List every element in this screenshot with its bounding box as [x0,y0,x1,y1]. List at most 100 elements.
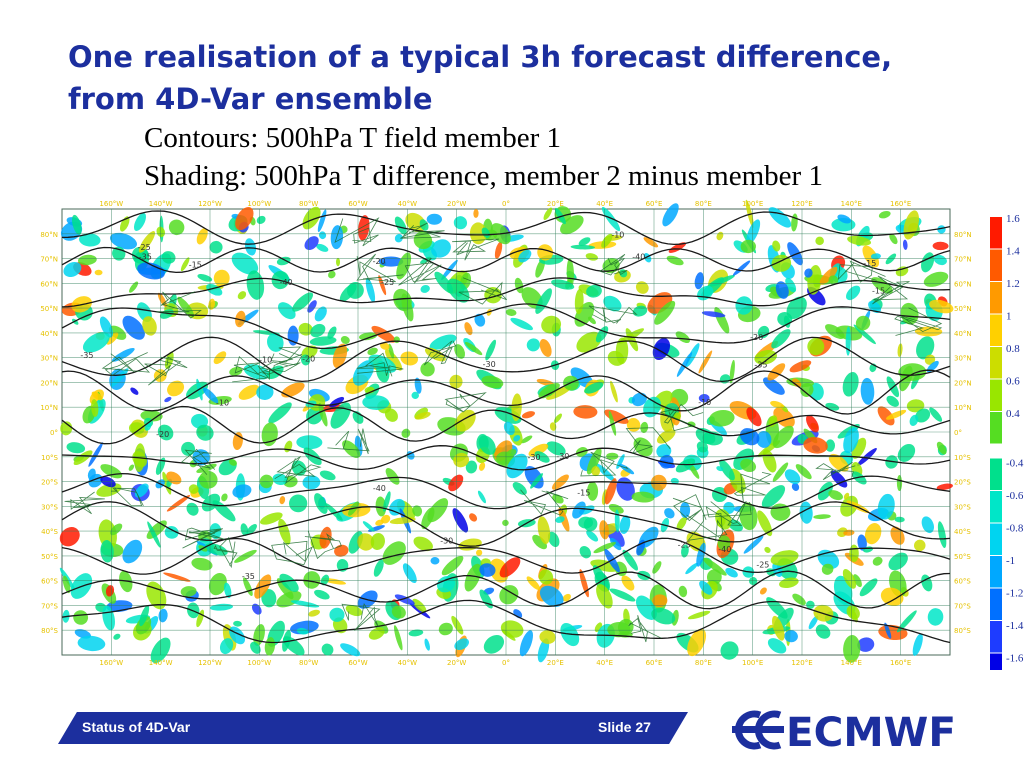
shading-patch [256,215,266,224]
shading-patch [400,351,419,366]
shading-patch [188,484,199,494]
legend-swatch [990,621,1002,653]
shading-patch [843,492,850,500]
contour-value-label: -10 [259,356,272,365]
shading-patch [599,520,610,540]
shading-patch [709,409,735,427]
shading-patch [825,439,836,452]
shading-patch [362,395,390,410]
shading-patch [659,454,674,469]
shading-patch [716,466,724,472]
legend-swatch [990,347,1002,379]
shading-patch [837,214,852,224]
shading-patch [479,563,496,577]
shading-patch [799,501,813,524]
shading-patch [506,453,528,479]
shading-patch [772,240,781,252]
shading-patch [146,581,167,610]
legend-swatch [990,556,1002,588]
shading-patch [314,589,330,600]
contour-value-label: -35 [754,360,767,369]
shading-patch [719,459,735,481]
shading-patch [562,593,571,602]
longitude-label-bottom: 160°W [99,659,123,667]
shading-patch [319,526,332,549]
coastline [444,392,487,413]
temperature-contours [61,210,951,644]
shading-patch [547,531,560,548]
shading-patch [872,556,883,566]
shading-patch [784,630,798,643]
shading-patch [650,474,667,491]
shading-patch [652,561,662,574]
contour-value-label: -40 [373,484,386,493]
shading-patch [209,240,223,254]
shading-patch [235,206,254,231]
shading-patch [73,610,89,625]
longitude-label-bottom: 80°E [695,659,712,667]
shading-patch [502,519,509,526]
latitude-label-left: 60°N [40,280,58,288]
shading-patch [91,391,103,401]
latitude-label-right: 70°N [954,256,972,264]
shading-patch [196,228,208,245]
shading-patch [167,380,185,397]
coastline [625,427,671,454]
slide-number: Slide 27 [598,719,651,735]
legend-swatch [990,282,1002,314]
shading-patch [421,507,435,530]
shading-patch [535,288,552,314]
shading-patch [619,463,635,475]
shading-patch [851,437,867,459]
shading-patch [473,209,479,218]
shading-patch [328,270,336,279]
shading-patch [768,415,778,427]
coastline [423,340,457,366]
shading-patch [296,627,309,635]
shading-patch [884,622,892,639]
shading-patch [100,476,116,488]
shading-patch [394,233,403,243]
shading-patch [166,494,191,512]
contour-value-label: -25 [381,278,394,287]
latitude-label-left: 10°N [40,404,58,412]
latitude-label-left: 70°N [40,256,58,264]
shading-patch [857,637,875,652]
shading-patch [340,335,350,344]
legend-swatch [990,217,1002,249]
contour-value-label: -15 [577,489,590,498]
shading-patch [530,473,543,489]
shading-patch [246,270,265,300]
shading-patch [401,428,411,438]
shading-patch [357,533,375,551]
shading-patch [725,567,738,578]
shading-patch [772,615,785,641]
shading-patch [909,414,919,426]
coastline [837,260,886,283]
shading-patch [759,587,767,595]
shading-patch [128,464,135,471]
shading-patch [678,585,688,598]
shading-patch [99,316,113,338]
latitude-labels-right: 80°N 70°N 60°N 50°N 40°N 30°N 20°N 10°N 0° 10°S 20… [954,231,972,635]
shading-patch [164,396,172,403]
latitude-label-left: 0° [50,429,58,437]
shading-patch [430,557,440,565]
coastline [341,602,381,631]
shading-patch [281,382,305,398]
contour-line [61,599,951,644]
shading-patch [261,588,277,608]
slide-title: One realisation of a typical 3h forecast… [68,40,893,116]
shading-patch [378,256,404,267]
shading-patch [96,483,122,497]
shading-patch [770,400,785,409]
shading-patch [196,609,205,628]
coastline [730,472,772,502]
shading-patch [711,487,728,503]
contour-value-label: -30 [556,452,569,461]
shading-patch [699,580,713,595]
contour-line [61,246,951,274]
contour-value-label: -20 [156,430,169,439]
coastline [705,500,752,526]
shading-patch [319,470,336,481]
